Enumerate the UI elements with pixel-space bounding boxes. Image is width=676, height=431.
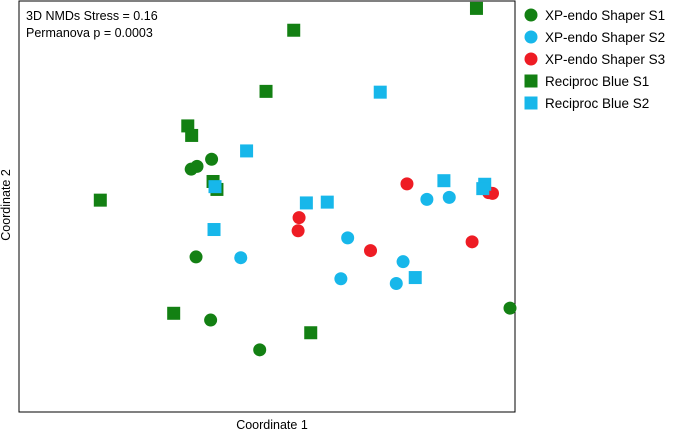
- plot-frame: [18, 0, 516, 413]
- legend-marker-1: [524, 30, 538, 44]
- point-series-0-6: [503, 301, 517, 315]
- point-series-4-1: [240, 144, 254, 158]
- legend-marker-3: [524, 74, 538, 88]
- point-series-4-4: [320, 195, 334, 209]
- point-series-3-4: [185, 128, 199, 142]
- point-series-3-1: [287, 23, 301, 37]
- legend: XP-endo Shaper S1 XP-endo Shaper S2 XP-end…: [524, 8, 665, 111]
- point-series-4-5: [207, 223, 221, 237]
- stress-annotation: 3D NMDs Stress = 0.16: [26, 9, 158, 23]
- point-series-0-3: [189, 250, 203, 264]
- legend-label-3: Reciproc Blue S1: [545, 74, 649, 89]
- point-series-4-9: [408, 271, 422, 285]
- point-series-1-4: [442, 190, 456, 204]
- point-series-4-2: [208, 180, 222, 194]
- legend-label-4: Reciproc Blue S2: [545, 96, 649, 111]
- point-series-2-2: [400, 177, 414, 191]
- point-series-0-1: [190, 159, 204, 173]
- point-series-1-1: [341, 231, 355, 245]
- point-series-2-0: [292, 211, 306, 225]
- point-series-1-2: [334, 272, 348, 286]
- legend-marker-4: [524, 96, 538, 110]
- legend-marker-0: [524, 8, 538, 22]
- legend-label-1: XP-endo Shaper S2: [545, 30, 665, 45]
- point-series-2-4: [465, 235, 479, 249]
- point-series-1-5: [396, 255, 410, 269]
- point-series-0-5: [253, 343, 267, 357]
- data-points: [93, 1, 517, 357]
- legend-label-0: XP-endo Shaper S1: [545, 8, 665, 23]
- point-series-2-3: [364, 244, 378, 258]
- point-series-3-7: [93, 193, 107, 207]
- point-series-0-4: [204, 313, 218, 327]
- point-series-3-8: [167, 306, 181, 320]
- point-series-3-0: [469, 1, 483, 15]
- point-series-3-9: [304, 326, 318, 340]
- point-series-2-1: [291, 224, 305, 238]
- x-axis-label: Coordinate 1: [236, 418, 308, 431]
- point-series-4-6: [437, 174, 451, 188]
- legend-label-2: XP-endo Shaper S3: [545, 52, 665, 67]
- point-series-4-8: [476, 182, 490, 196]
- point-series-1-0: [234, 251, 248, 265]
- permanova-annotation: Permanova p = 0.0003: [26, 26, 153, 40]
- point-series-0-2: [205, 152, 219, 166]
- point-series-1-3: [420, 192, 434, 206]
- point-series-3-2: [259, 84, 273, 98]
- legend-marker-2: [524, 52, 538, 66]
- point-series-4-0: [373, 85, 387, 99]
- point-series-4-3: [299, 196, 313, 210]
- y-axis-label: Coordinate 2: [0, 169, 13, 241]
- point-series-1-6: [389, 277, 403, 291]
